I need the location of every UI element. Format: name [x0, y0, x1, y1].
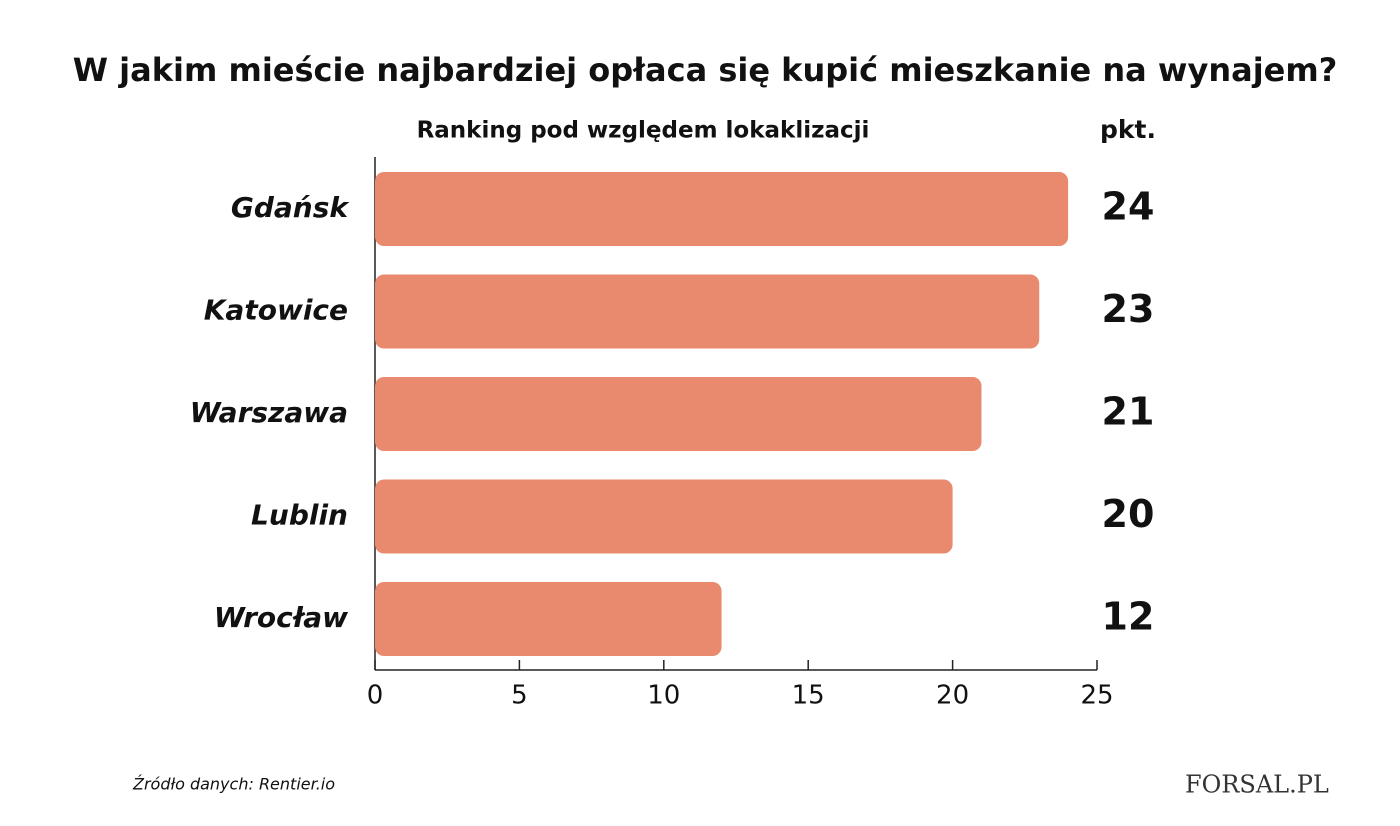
value-label: 20	[1102, 492, 1155, 536]
value-label: 23	[1102, 287, 1155, 331]
bar	[375, 479, 953, 554]
category-label: Wrocław	[214, 601, 348, 634]
chart-title: W jakim mieście najbardziej opłaca się k…	[73, 51, 1338, 89]
value-label: 12	[1102, 595, 1155, 639]
x-tick-label: 5	[511, 681, 528, 711]
x-tick-label: 25	[1080, 681, 1113, 711]
chart-subtitle: Ranking pod względem lokaklizacji	[417, 118, 870, 144]
bar	[375, 582, 722, 656]
category-label: Warszawa	[190, 396, 348, 429]
logo: FORSAL.PL	[1185, 771, 1329, 799]
value-label: 21	[1102, 390, 1155, 434]
x-tick-label: 10	[647, 681, 680, 711]
x-tick-label: 15	[792, 681, 825, 711]
x-tick-label: 0	[367, 681, 384, 711]
category-label: Gdańsk	[231, 191, 351, 224]
bar	[375, 377, 982, 451]
value-label: 24	[1102, 185, 1155, 229]
x-tick-label: 20	[936, 681, 969, 711]
bar	[375, 274, 1040, 349]
category-label: Katowice	[204, 294, 348, 327]
category-label: Lublin	[251, 499, 348, 532]
source: Źródło danych: Rentier.io	[132, 775, 335, 794]
value-unit: pkt.	[1100, 115, 1156, 144]
bar	[375, 172, 1069, 246]
